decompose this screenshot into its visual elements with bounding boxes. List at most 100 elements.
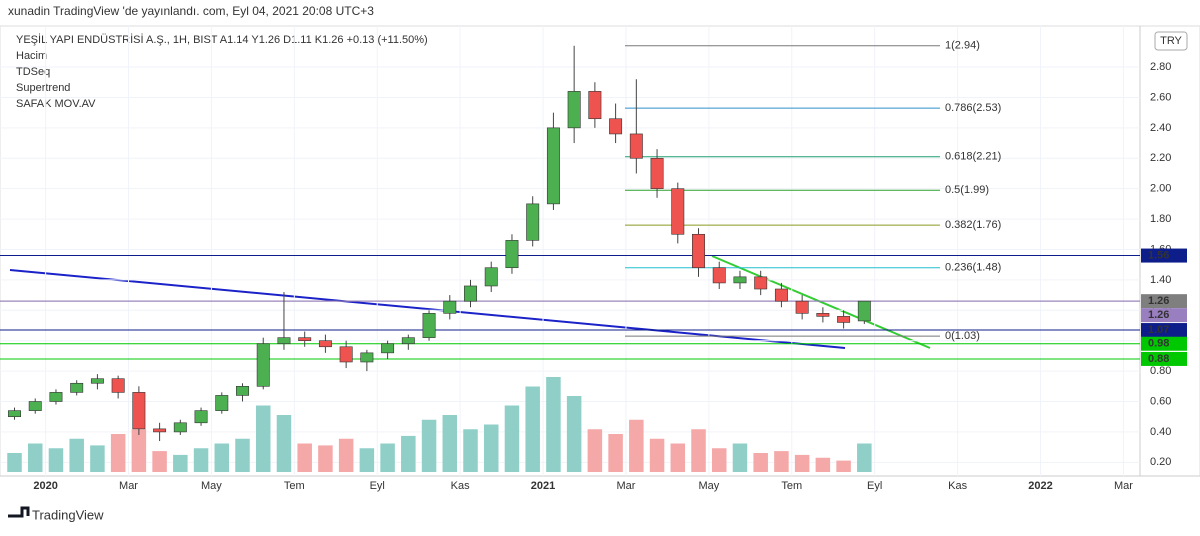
candle-body bbox=[236, 386, 249, 396]
fib-label: 1(2.94) bbox=[945, 40, 980, 52]
trend-line bbox=[9, 269, 846, 349]
candle-body bbox=[712, 267, 726, 284]
indicator-name: Supertrend bbox=[16, 82, 70, 94]
candle-body bbox=[28, 401, 42, 411]
logo bbox=[8, 506, 30, 518]
price-badge bbox=[1141, 336, 1187, 351]
x-tick-label: Eyl bbox=[370, 480, 385, 492]
indicator-name: TDSeq bbox=[16, 66, 50, 78]
price-badge-label: 1.56 bbox=[1148, 249, 1169, 261]
y-tick-label: 0.80 bbox=[1150, 365, 1171, 377]
candle-body bbox=[629, 133, 643, 159]
candle-body bbox=[546, 127, 560, 205]
fib-label: 0(1.03) bbox=[945, 330, 980, 342]
x-tick-label: May bbox=[698, 480, 719, 492]
plot: 0.200.400.600.801.001.201.401.601.802.00… bbox=[0, 26, 1187, 492]
candle-body bbox=[609, 118, 623, 135]
y-tick-label: 1.80 bbox=[1150, 213, 1171, 225]
volume-bar bbox=[297, 443, 312, 472]
volume-bar bbox=[483, 424, 499, 472]
volume-bar bbox=[131, 429, 147, 472]
price-badge bbox=[1141, 248, 1187, 263]
candle-body bbox=[754, 276, 768, 290]
indicator-name: SAFAK MOV.AV bbox=[16, 98, 96, 110]
candle-body bbox=[111, 378, 125, 393]
volume-bar bbox=[753, 453, 768, 472]
candle-body bbox=[339, 346, 353, 363]
y-tick-label: 0.40 bbox=[1150, 426, 1171, 438]
volume-bar bbox=[214, 443, 230, 472]
header: xunadin TradingView 'de yayınlandı. com,… bbox=[8, 4, 374, 18]
volume-bar bbox=[608, 434, 623, 472]
volume-bar bbox=[649, 438, 665, 472]
y-tick-label: 0.20 bbox=[1150, 456, 1171, 468]
volume-bar bbox=[670, 443, 686, 472]
x-tick-label: Kas bbox=[948, 480, 967, 492]
volume-bar bbox=[815, 457, 831, 472]
y-tick-label: 2.60 bbox=[1150, 91, 1171, 103]
indicator-name: Hacim bbox=[16, 50, 47, 62]
volume-bar bbox=[276, 415, 292, 472]
candle-body bbox=[70, 382, 84, 393]
candle-body bbox=[733, 276, 747, 284]
candle-body bbox=[8, 410, 21, 418]
candle-body bbox=[90, 378, 104, 384]
volume-bar bbox=[546, 377, 561, 472]
candle-body bbox=[692, 233, 705, 269]
y-tick-label: 2.20 bbox=[1150, 152, 1171, 164]
candle-body bbox=[215, 395, 229, 411]
candle-body bbox=[837, 316, 851, 323]
price-badge bbox=[1141, 294, 1187, 309]
candle-body bbox=[650, 157, 664, 189]
volume-bar bbox=[359, 448, 375, 472]
price-badge-label: 1.07 bbox=[1148, 324, 1169, 336]
volume-bar bbox=[732, 443, 748, 472]
candle-body bbox=[277, 337, 291, 345]
volume-bar bbox=[110, 434, 126, 472]
volume-bar bbox=[7, 453, 22, 472]
fib-label: 0.618(2.21) bbox=[945, 151, 1001, 163]
volume-bar bbox=[857, 443, 872, 472]
candle-body bbox=[132, 392, 146, 430]
volume-bar bbox=[69, 438, 84, 472]
candle-body bbox=[173, 422, 187, 433]
x-tick-label: Eyl bbox=[867, 480, 882, 492]
candle-body bbox=[567, 91, 581, 129]
y-tick-label: 2.80 bbox=[1150, 61, 1171, 73]
y-tick-label: 1.40 bbox=[1150, 274, 1171, 286]
volume-bar bbox=[794, 454, 810, 472]
volume-bar bbox=[318, 445, 333, 472]
volume-bar bbox=[380, 443, 395, 472]
currency-button[interactable] bbox=[1154, 31, 1188, 51]
y-tick-label: 0.60 bbox=[1150, 395, 1171, 407]
candle-body bbox=[49, 392, 63, 402]
candle-body bbox=[443, 300, 457, 314]
candle-body bbox=[381, 343, 395, 354]
volume-bar bbox=[774, 451, 789, 472]
candle-body bbox=[526, 203, 540, 241]
volume-bar bbox=[711, 448, 727, 472]
volume-bar bbox=[421, 419, 437, 472]
candle-body bbox=[464, 285, 477, 302]
candle-body bbox=[153, 428, 167, 433]
currency-label[interactable]: TRY bbox=[1160, 35, 1182, 47]
y-tick-label: 2.00 bbox=[1150, 183, 1171, 195]
fib-label: 0.5(1.99) bbox=[945, 184, 989, 196]
volume-bar bbox=[193, 448, 209, 472]
y-tick-label: 2.40 bbox=[1150, 122, 1171, 134]
x-tick-label: Tem bbox=[284, 480, 305, 492]
volume-bar bbox=[525, 386, 540, 472]
price-badge bbox=[1141, 323, 1187, 338]
x-tick-label: Mar bbox=[1114, 480, 1133, 492]
volume-bar bbox=[504, 405, 520, 472]
x-tick-label: Kas bbox=[451, 480, 470, 492]
x-tick-label: Tem bbox=[781, 480, 802, 492]
candle-body bbox=[422, 313, 436, 338]
volume-bar bbox=[401, 435, 416, 472]
volume-bar bbox=[173, 454, 188, 472]
fib-label: 0.382(1.76) bbox=[945, 219, 1001, 231]
candle-body bbox=[671, 188, 685, 235]
footer: TradingView bbox=[32, 507, 104, 522]
volume-bar bbox=[338, 438, 354, 472]
fib-label: 0.236(1.48) bbox=[945, 262, 1001, 274]
